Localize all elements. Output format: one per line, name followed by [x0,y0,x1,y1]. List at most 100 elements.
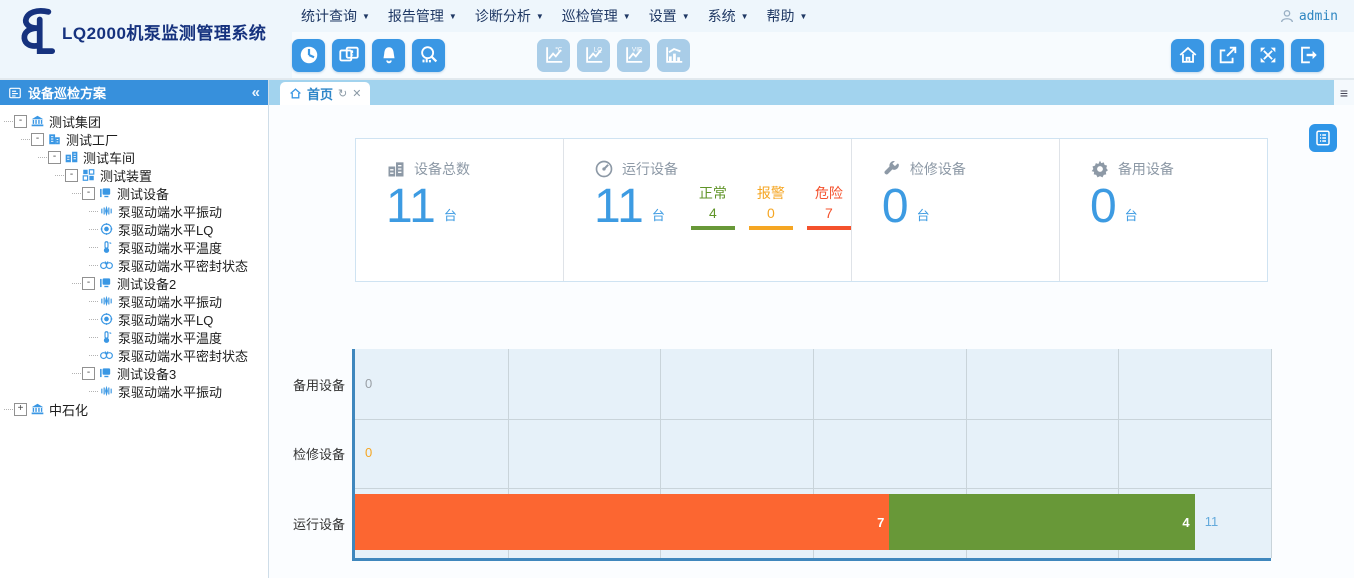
menu-item-5[interactable]: 设置 ▼ [649,6,690,26]
search-stats-icon [420,46,437,63]
stat-card-value: 11 [386,180,436,233]
gridline-vertical [1271,349,1272,558]
org-icon [31,403,44,415]
username: admin [1298,8,1338,24]
lq-trend-chart-button[interactable]: LQ [577,38,610,72]
tree-item-7[interactable]: 泵驱动端水平LQ [4,220,266,238]
home-button[interactable] [1171,38,1204,72]
menu-item-label: 帮助 [766,8,795,24]
user-account[interactable]: admin [1279,8,1354,24]
tree-item-label: 测试设备2 [117,276,177,292]
menu-item-label: 系统 [707,8,736,24]
tree-item-13[interactable]: 泵驱动端水平温度 [4,328,266,346]
stat-card-unit: 台 [443,207,457,223]
alarm-bell-button[interactable] [372,38,405,72]
total-label: 11 [1204,514,1219,530]
tree-item-label: 测试设备 [117,186,170,202]
vib-trend-chart-icon: VIB [625,46,642,63]
breakdown-label: 危险 [814,184,843,201]
dashboard-content: 设备总数 11 台 运行设备 11 台 正常 4 报警 0 危险 7 [269,105,1354,578]
breakdown-1: 报警 0 [748,183,793,230]
tree-toggle-collapse[interactable]: - [31,132,44,146]
monitors-icon [338,46,359,62]
breakdown-value: 0 [766,204,775,221]
tree-item-15[interactable]: - 测试设备3 [4,364,266,382]
tab-list-menu-icon[interactable]: ≡ [1334,80,1354,105]
tree-connector [89,318,98,320]
tree-item-3[interactable]: - 测试车间 [4,148,266,166]
monitors-button[interactable] [332,38,365,72]
tree-toggle-collapse[interactable]: - [82,366,95,380]
tree-item-11[interactable]: 泵驱动端水平振动 [4,292,266,310]
tree-item-14[interactable]: 泵驱动端水平密封状态 [4,346,266,364]
chevron-down-icon: ▼ [799,11,808,21]
chevron-down-icon: ▼ [362,11,370,21]
menu-item-7[interactable]: 帮助 ▼ [767,6,808,26]
tree-item-16[interactable]: 泵驱动端水平振动 [4,382,266,400]
search-stats-button[interactable] [412,38,445,72]
tree-item-9[interactable]: 泵驱动端水平密封状态 [4,256,266,274]
clock-button[interactable] [292,38,325,72]
popout-window-button[interactable] [1211,38,1244,72]
chart-band-1: 检修设备 0 [293,419,1271,488]
menu-item-4[interactable]: 巡检管理 ▼ [562,6,631,26]
wrench-icon [884,160,899,175]
tab-refresh-icon[interactable]: ↻ [338,88,348,100]
device-icon [100,368,111,378]
menu-item-6[interactable]: 系统 ▼ [708,6,749,26]
tree-connector [55,174,64,176]
exit-button[interactable] [1291,38,1324,72]
tree-item-10[interactable]: - 测试设备2 [4,274,266,292]
tree-item-label: 泵驱动端水平振动 [118,384,223,400]
tree-toggle-collapse[interactable]: - [48,150,61,164]
fullscreen-button[interactable] [1251,38,1284,72]
user-icon [1280,10,1293,23]
temperature-icon [103,331,112,343]
tree-toggle-collapse[interactable]: - [82,186,95,200]
gridline-horizontal [355,418,1271,420]
tab-close-icon[interactable]: ✕ [352,88,362,100]
tree-toggle-expand[interactable]: + [14,402,27,416]
sidebar-collapse-button[interactable]: « [251,84,260,101]
menu-item-label: 诊断分析 [474,8,531,24]
category-label: 检修设备 [292,447,345,463]
logo-mark [21,8,56,54]
menu-item-label: 报告管理 [387,8,444,24]
tree-item-8[interactable]: 泵驱动端水平温度 [4,238,266,256]
breakdown-value: 7 [824,204,833,221]
tree-item-4[interactable]: - 测试装置 [4,166,266,184]
menu-item-3[interactable]: 诊断分析 ▼ [475,6,544,26]
home-icon [1179,46,1196,63]
vib-trend-chart-button[interactable]: VIB [617,38,650,72]
stat-card-1: 设备总数 11 台 [356,139,565,281]
menu-item-label: 巡检管理 [561,8,618,24]
svg-text:℃: ℃ [555,46,562,53]
tree-toggle-collapse[interactable]: - [65,168,78,182]
stat-card-4: 备用设备 0 台 [1060,139,1267,281]
app-header: LQ2000机泵监测管理系统 统计查询 ▼ 报告管理 ▼ 诊断分析 ▼ 巡检管理 ▼ 设置 ▼ 系统… [0,0,1354,80]
svg-text:LQ: LQ [593,46,602,53]
histogram-chart-button[interactable] [657,38,690,72]
tree-toggle-collapse[interactable]: - [82,276,95,290]
menu-item-label: 设置 [648,8,677,24]
tree-item-5[interactable]: - 测试设备 [4,184,266,202]
menu-item-2[interactable]: 报告管理 ▼ [388,6,457,26]
tree-connector [72,372,81,374]
gauge-icon [595,160,613,178]
tree-item-12[interactable]: 泵驱动端水平LQ [4,310,266,328]
device-list-button[interactable] [1309,124,1337,152]
tab-home[interactable]: 首页 ↻ ✕ [280,82,371,105]
tree-toggle-collapse[interactable]: - [14,114,27,128]
breakdown-label: 报警 [756,184,785,201]
stat-card-label: 检修设备 [909,161,966,177]
tree-connector [89,390,98,392]
menu-item-1[interactable]: 统计查询 ▼ [301,6,370,26]
list-icon [1316,130,1330,146]
tree-item-17[interactable]: + 中石化 [4,400,266,418]
org-icon [31,115,44,127]
tree-item-6[interactable]: 泵驱动端水平振动 [4,202,266,220]
tree-item-label: 测试车间 [83,150,136,166]
temp-trend-chart-button[interactable]: ℃ [537,38,570,72]
tree-item-2[interactable]: - 测试工厂 [4,130,266,148]
tree-item-1[interactable]: - 测试集团 [4,112,266,130]
